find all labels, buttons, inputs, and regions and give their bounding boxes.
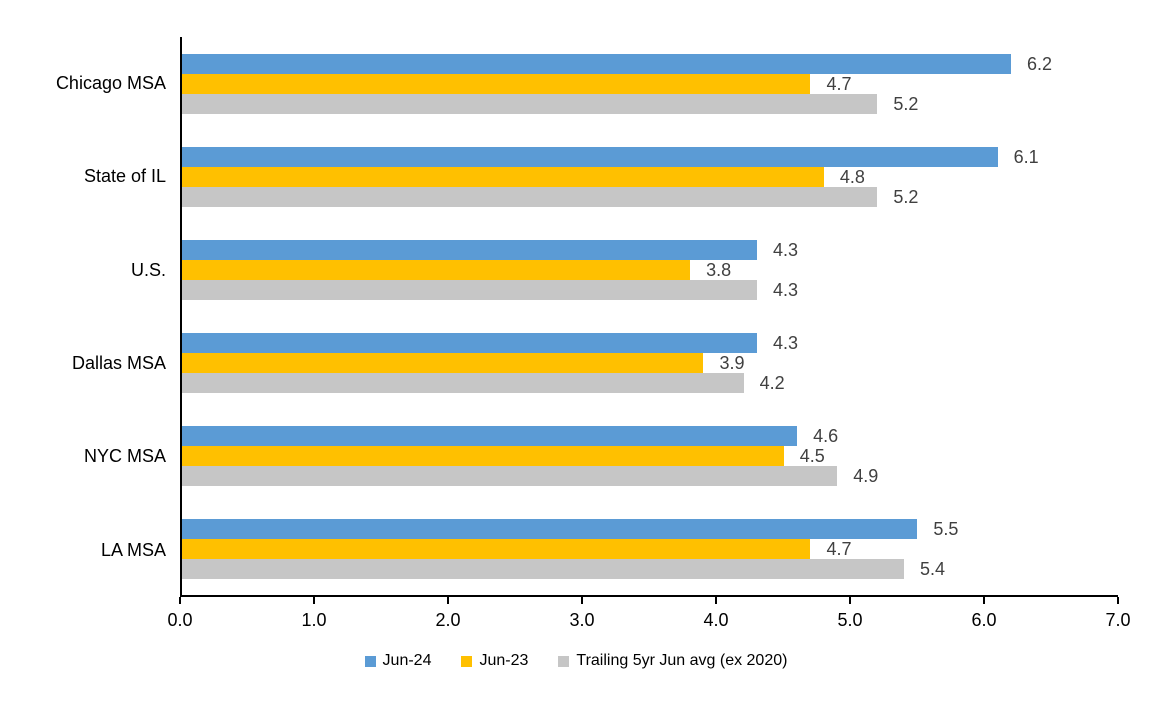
bar-row: 4.8 bbox=[182, 166, 1118, 187]
category-label: Dallas MSA bbox=[71, 353, 166, 374]
bar: 3.9 bbox=[182, 352, 745, 373]
bar-value-label: 3.9 bbox=[719, 352, 745, 373]
x-axis-tick bbox=[447, 597, 449, 604]
bar-row: 6.2 bbox=[182, 53, 1118, 74]
x-axis-tick-label: 7.0 bbox=[1105, 610, 1131, 630]
bar-row: 3.9 bbox=[182, 352, 1118, 373]
legend-item: Jun-24 bbox=[364, 652, 432, 670]
bar-value-label: 4.5 bbox=[799, 445, 825, 466]
category-axis: Chicago MSA State of IL U.S. Dallas MSA NYC … bbox=[0, 37, 166, 597]
bar-value-label: 3.8 bbox=[706, 259, 732, 280]
bar: 6.1 bbox=[182, 146, 1039, 167]
bar-value-label: 4.2 bbox=[759, 372, 785, 393]
category-label: NYC MSA bbox=[83, 446, 166, 467]
x-axis-tick bbox=[179, 597, 181, 604]
bar-value-label: 4.7 bbox=[826, 538, 852, 559]
category-label: Chicago MSA bbox=[55, 73, 166, 94]
bar-row: 5.2 bbox=[182, 93, 1118, 114]
bar-row: 4.5 bbox=[182, 445, 1118, 466]
bar-group: 5.5 4.7 5.4 bbox=[182, 502, 1118, 595]
x-axis-tick-label: 5.0 bbox=[837, 610, 863, 630]
bar: 4.2 bbox=[182, 372, 785, 393]
bar: 4.9 bbox=[182, 465, 878, 486]
category-label: U.S. bbox=[130, 259, 166, 280]
bar: 5.2 bbox=[182, 186, 918, 207]
x-axis-tick-label: 6.0 bbox=[971, 610, 997, 630]
bar: 6.2 bbox=[182, 53, 1052, 74]
bar-group: 4.6 4.5 4.9 bbox=[182, 409, 1118, 502]
bar-value-label: 5.2 bbox=[893, 186, 919, 207]
bar: 3.8 bbox=[182, 259, 731, 280]
x-axis-tick bbox=[581, 597, 583, 604]
bar-row: 6.1 bbox=[182, 146, 1118, 167]
legend-item: Trailing 5yr Jun avg (ex 2020) bbox=[558, 652, 787, 670]
plot-area: 6.2 4.7 5.2 6.1 4.8 5.2 4.3 3.8 4.3 4.3 3.9 4.2 4.6 4… bbox=[180, 37, 1118, 597]
legend-label: Trailing 5yr Jun avg (ex 2020) bbox=[576, 652, 788, 669]
x-axis-tick-label: 4.0 bbox=[703, 610, 729, 630]
bar: 4.7 bbox=[182, 73, 851, 94]
bar-value-label: 5.2 bbox=[893, 93, 919, 114]
x-axis-tick bbox=[715, 597, 717, 604]
bar-value-label: 4.8 bbox=[839, 166, 865, 187]
bar-row: 4.9 bbox=[182, 465, 1118, 486]
bar-group: 4.3 3.8 4.3 bbox=[182, 223, 1118, 316]
bar-row: 5.4 bbox=[182, 558, 1118, 579]
x-axis-tick bbox=[313, 597, 315, 604]
bar: 4.7 bbox=[182, 538, 851, 559]
bar-row: 5.2 bbox=[182, 186, 1118, 207]
bar-group: 6.1 4.8 5.2 bbox=[182, 130, 1118, 223]
bar: 4.5 bbox=[182, 445, 825, 466]
legend-swatch-icon bbox=[558, 655, 570, 667]
bar: 4.3 bbox=[182, 239, 798, 260]
bar-row: 4.6 bbox=[182, 425, 1118, 446]
legend-swatch-icon bbox=[461, 655, 473, 667]
bar: 5.5 bbox=[182, 518, 958, 539]
bar: 4.6 bbox=[182, 425, 838, 446]
bar-value-label: 4.7 bbox=[826, 73, 852, 94]
bar-value-label: 5.4 bbox=[920, 558, 946, 579]
bar-value-label: 4.6 bbox=[813, 425, 839, 446]
bar: 5.4 bbox=[182, 558, 945, 579]
legend: Jun-24 Jun-23 Trailing 5yr Jun avg (ex 202… bbox=[0, 652, 1152, 670]
bar-row: 3.8 bbox=[182, 259, 1118, 280]
legend-label: Jun-23 bbox=[479, 652, 529, 669]
bar-row: 4.3 bbox=[182, 239, 1118, 260]
x-axis-tick-label: 0.0 bbox=[167, 610, 193, 630]
bar: 4.3 bbox=[182, 332, 798, 353]
bar-row: 4.3 bbox=[182, 332, 1118, 353]
bar: 4.8 bbox=[182, 166, 865, 187]
bar-value-label: 4.9 bbox=[853, 465, 879, 486]
x-axis: 0.0 1.0 2.0 3.0 4.0 5.0 6.0 7.0 bbox=[167, 597, 1131, 643]
bar: 4.3 bbox=[182, 279, 798, 300]
bar-value-label: 6.1 bbox=[1013, 146, 1039, 167]
x-axis-tick bbox=[983, 597, 985, 604]
bar-row: 5.5 bbox=[182, 518, 1118, 539]
x-axis-tick-label: 2.0 bbox=[435, 610, 461, 630]
x-axis-tick bbox=[849, 597, 851, 604]
category-label: State of IL bbox=[83, 166, 166, 187]
bar-value-label: 4.3 bbox=[772, 279, 798, 300]
bar-row: 4.7 bbox=[182, 73, 1118, 94]
legend-swatch-icon bbox=[364, 655, 376, 667]
bar-value-label: 4.3 bbox=[772, 332, 798, 353]
legend-item: Jun-23 bbox=[461, 652, 528, 670]
bar: 5.2 bbox=[182, 93, 918, 114]
category-label: LA MSA bbox=[100, 539, 166, 560]
bar-value-label: 4.3 bbox=[772, 239, 798, 260]
bar-row: 4.2 bbox=[182, 372, 1118, 393]
legend-label: Jun-24 bbox=[382, 652, 432, 669]
bar-row: 4.7 bbox=[182, 538, 1118, 559]
x-axis-tick-label: 1.0 bbox=[301, 610, 327, 630]
x-axis-tick bbox=[1117, 597, 1119, 604]
bar-row: 4.3 bbox=[182, 279, 1118, 300]
bar-value-label: 6.2 bbox=[1027, 53, 1053, 74]
bar-group: 6.2 4.7 5.2 bbox=[182, 37, 1118, 130]
bar-value-label: 5.5 bbox=[933, 518, 959, 539]
bar-group: 4.3 3.9 4.2 bbox=[182, 316, 1118, 409]
x-axis-tick-label: 3.0 bbox=[569, 610, 595, 630]
